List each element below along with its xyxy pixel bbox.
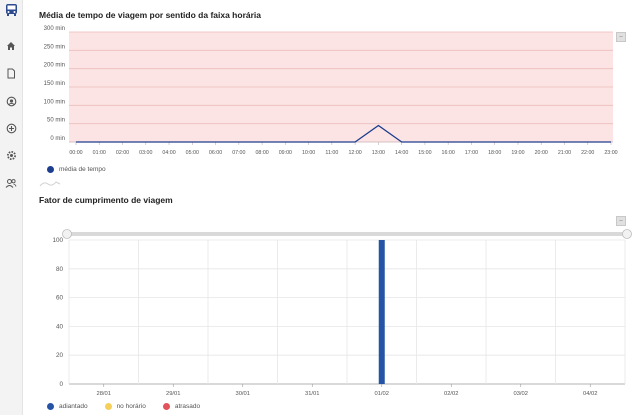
chart1-title: Média de tempo de viagem por sentido da … xyxy=(39,10,262,20)
chart1-xtick-label: 11:00 xyxy=(325,150,338,156)
chart2-trip-compliance: 0 20 40 60 80 100 28/01 29/01 30/01 31/01 01/02 02/… xyxy=(52,229,632,397)
chart1-xtick-label: 17:00 xyxy=(465,150,478,156)
chart1-ytick-label: 200 min xyxy=(44,63,65,69)
document-icon[interactable] xyxy=(4,66,18,80)
chart1-series-line xyxy=(76,124,611,143)
chart1-legend-item[interactable]: média de tempo xyxy=(47,166,106,173)
chart1-xtick-label: 10:00 xyxy=(302,150,315,156)
chart2-xtick-label: 01/02 xyxy=(374,391,389,397)
chart1-xtick-label: 06:00 xyxy=(209,150,222,156)
chart1-xtick-label: 04:00 xyxy=(162,150,175,156)
chart2-ytick-label: 80 xyxy=(56,266,64,273)
chart1-xtick-label: 22:00 xyxy=(581,150,594,156)
chart2-xtick-label: 30/01 xyxy=(235,391,250,397)
legend-marker xyxy=(162,403,170,410)
chart1-collapse-button[interactable]: – xyxy=(616,32,626,42)
chart2-ytick-label: 0 xyxy=(59,381,63,388)
chart1-legend-label: média de tempo xyxy=(59,166,106,173)
chart1-xtick-label: 15:00 xyxy=(418,150,431,156)
chart1-xtick-label: 23:00 xyxy=(604,150,617,156)
chart2-range-slider-handle-right xyxy=(622,229,632,239)
chart1-ytick-label: 50 min xyxy=(47,118,65,124)
chart2-xtick-label: 31/01 xyxy=(305,391,320,397)
legend-label: atrasado xyxy=(174,403,201,410)
chart2-ytick-label: 40 xyxy=(56,323,64,330)
users-icon[interactable] xyxy=(4,176,18,190)
chart1-ytick-label: 250 min xyxy=(44,44,65,50)
chart2-legend: adiantado no horário atrasado xyxy=(47,403,200,410)
chart2-ytick-label: 20 xyxy=(56,352,64,359)
chart1-xtick-label: 01:00 xyxy=(93,150,106,156)
legend-item-atrasado[interactable]: atrasado xyxy=(162,403,201,410)
chart1-ytick-label: 100 min xyxy=(44,99,65,105)
chart1-xtick-label: 09:00 xyxy=(279,150,292,156)
chart1-xtick-label: 14:00 xyxy=(395,150,408,156)
main-content: Média de tempo de viagem por sentido da … xyxy=(33,0,635,415)
chart1-xtick-label: 05:00 xyxy=(186,150,199,156)
chart1-ytick-label: 300 min xyxy=(44,26,65,32)
chart2-ytick-label: 100 xyxy=(52,237,63,244)
chart2-collapse-button[interactable]: – xyxy=(616,216,626,226)
chart2-range-slider-handle-left xyxy=(62,229,72,239)
chart2-xtick-label: 29/01 xyxy=(166,391,181,397)
chart1-mini-navigator[interactable] xyxy=(39,180,61,188)
chart2-title: Fator de cumprimento de viagem xyxy=(39,195,173,205)
chart2-ytick-label: 60 xyxy=(56,295,64,302)
chart1-xtick-label: 12:00 xyxy=(348,150,361,156)
legend-label: adiantado xyxy=(59,403,88,410)
chart1-xtick-label: 08:00 xyxy=(255,150,268,156)
legend-label: no horário xyxy=(116,403,146,410)
chart2-xtick-label: 04/02 xyxy=(583,391,598,397)
chart1-xtick-label: 19:00 xyxy=(511,150,524,156)
chart1-xtick-label: 07:00 xyxy=(232,150,245,156)
legend-item-adiantado[interactable]: adiantado xyxy=(47,403,88,410)
chart1-ytick-label: 0 min xyxy=(50,136,65,142)
legend-item-no-horario[interactable]: no horário xyxy=(104,403,146,410)
add-circle-icon[interactable] xyxy=(4,121,18,135)
sidebar xyxy=(0,0,23,415)
dashboard-icon[interactable] xyxy=(4,94,18,108)
settings-icon[interactable] xyxy=(4,148,18,162)
chart1-xtick-label: 20:00 xyxy=(535,150,548,156)
chart1-xtick-label: 13:00 xyxy=(372,150,385,156)
chart1-travel-time: 0 min 50 min 100 min 150 min 200 min 250 min 3… xyxy=(44,26,618,156)
legend-marker xyxy=(47,403,54,410)
legend-marker xyxy=(104,403,112,410)
chart2-xtick-label: 03/02 xyxy=(513,391,528,397)
chart2-range-slider-track xyxy=(67,232,627,236)
chart1-legend-marker xyxy=(47,166,54,173)
chart2-xtick-label: 28/01 xyxy=(96,391,111,397)
chart1-xtick-label: 00:00 xyxy=(69,150,82,156)
chart1-ytick-label: 150 min xyxy=(44,81,65,87)
chart2-xtick-label: 02/02 xyxy=(444,391,459,397)
bus-icon[interactable] xyxy=(4,3,18,17)
chart1-xtick-label: 16:00 xyxy=(442,150,455,156)
chart1-xtick-label: 18:00 xyxy=(488,150,501,156)
chart2-bar xyxy=(378,240,385,384)
chart1-xtick-label: 03:00 xyxy=(139,150,152,156)
chart1-xtick-label: 21:00 xyxy=(558,150,571,156)
chart1-xtick-label: 02:00 xyxy=(116,150,129,156)
home-icon[interactable] xyxy=(4,39,18,53)
